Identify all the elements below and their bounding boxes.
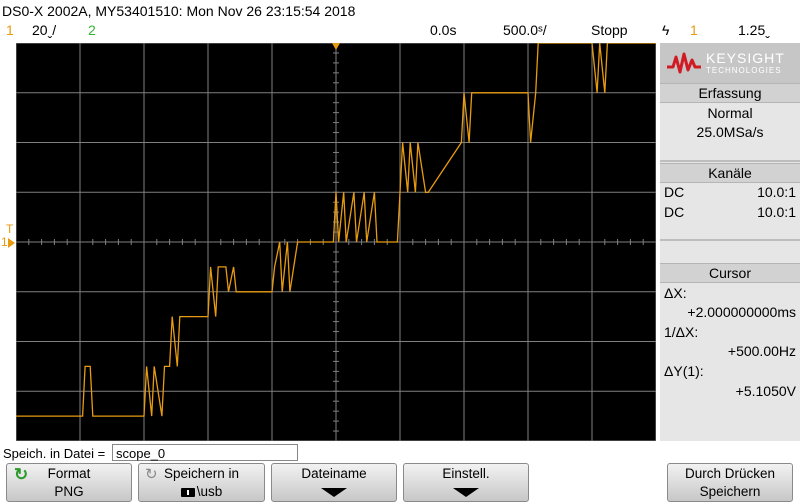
- divider: [660, 160, 800, 162]
- trigger-channel[interactable]: 1: [690, 22, 698, 38]
- format-softkey-label: Format: [47, 466, 91, 481]
- press-to-save-label: Durch Drücken: [684, 466, 776, 481]
- waveform-display[interactable]: [16, 43, 656, 441]
- keysight-logo: KEYSIGHT TECHNOLOGIES: [660, 43, 800, 83]
- filename-softkey-label: Dateiname: [301, 466, 367, 481]
- format-softkey[interactable]: ↻ Format PNG: [6, 463, 132, 502]
- channels-header[interactable]: Kanäle: [660, 163, 800, 183]
- delay-value[interactable]: 0.0s: [430, 22, 457, 38]
- rotate-icon: ↻: [14, 465, 29, 484]
- press-to-save-action: Speichern: [699, 484, 761, 499]
- waveform-svg: [16, 43, 656, 441]
- ch1-number[interactable]: 1: [6, 22, 14, 38]
- trigger-level[interactable]: 1.25ˬ: [738, 22, 770, 38]
- acquisition-mode: Normal: [707, 105, 753, 121]
- divider: [660, 239, 800, 241]
- trigger-position-marker: [332, 43, 340, 50]
- brand-name: KEYSIGHT: [706, 50, 785, 66]
- ch1-scale[interactable]: 20ˬ/: [32, 22, 57, 38]
- side-panel: KEYSIGHT TECHNOLOGIES Erfassung Normal 2…: [660, 43, 800, 441]
- inverse-delta-x-label: 1/ΔX:: [664, 324, 699, 340]
- acquisition-rate: 25.0MSa/s: [696, 124, 764, 140]
- run-state[interactable]: Stopp: [591, 22, 628, 38]
- trace-group: [16, 43, 656, 417]
- save-to-softkey-label: Speichern in: [163, 466, 240, 481]
- status-bar: 1 20ˬ/ 2 0.0s 500.0ˢ/ Stopp ϟ 1 1.25ˬ: [0, 20, 800, 42]
- ch2-number[interactable]: 2: [88, 22, 96, 38]
- settings-softkey-label: Einstell.: [442, 466, 490, 481]
- window-title: DS0-X 2002A, MY53401510: Mon Nov 26 23:1…: [2, 3, 356, 19]
- inverse-delta-x-value: +500.00Hz: [727, 343, 796, 359]
- delta-x-value: +2.000000000ms: [687, 304, 796, 320]
- submenu-arrow-icon: [321, 488, 347, 497]
- ch2-coupling: DC: [664, 204, 685, 220]
- save-to-file-label: Speich. in Datei =: [3, 446, 106, 461]
- ch1-coupling: DC: [664, 184, 685, 200]
- ch1-trace: [16, 43, 656, 417]
- trigger-edge-icon[interactable]: ϟ: [662, 22, 670, 38]
- ch2-probe: 10.0:1: [757, 204, 796, 220]
- brand-subtitle: TECHNOLOGIES: [706, 66, 782, 75]
- delta-x-label: ΔX:: [664, 285, 687, 301]
- save-path: \usb: [196, 484, 223, 499]
- ch1-probe: 10.0:1: [757, 184, 796, 200]
- rotate-icon: ↻: [145, 466, 158, 483]
- trigger-level-marker[interactable]: T: [6, 222, 14, 236]
- delta-y-value: +5.1050V: [735, 383, 796, 399]
- filename-field[interactable]: scope_0: [112, 444, 298, 461]
- filename-softkey[interactable]: Dateiname: [271, 463, 397, 502]
- acquisition-header[interactable]: Erfassung: [660, 83, 800, 103]
- press-to-save-softkey[interactable]: Durch Drücken Speichern: [667, 463, 793, 502]
- save-bar: Speich. in Datei = scope_0: [0, 443, 800, 463]
- format-softkey-value: PNG: [54, 484, 84, 499]
- save-to-softkey-value: \usb: [139, 484, 264, 499]
- keysight-wave-icon: [667, 52, 701, 74]
- ch1-ground-arrow-icon: [8, 238, 15, 248]
- settings-softkey[interactable]: Einstell.: [403, 463, 529, 502]
- graticule: [16, 43, 656, 441]
- delta-y-label: ΔY(1):: [664, 363, 704, 379]
- save-to-softkey[interactable]: ↻ Speichern in \usb: [138, 463, 265, 502]
- submenu-arrow-icon: [453, 488, 479, 497]
- ch1-ground-marker[interactable]: 1: [1, 235, 8, 249]
- timebase-value[interactable]: 500.0ˢ/: [503, 22, 547, 38]
- cursor-header[interactable]: Cursor: [660, 263, 800, 283]
- usb-drive-icon: [180, 487, 195, 497]
